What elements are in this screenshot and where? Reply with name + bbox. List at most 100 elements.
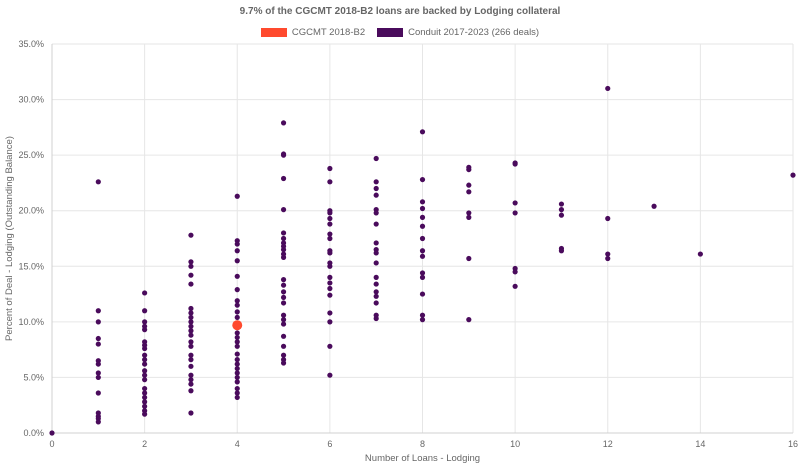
conduit-point	[188, 310, 194, 316]
conduit-point	[234, 193, 240, 199]
legend-item-conduit[interactable]: Conduit 2017-2023 (266 deals)	[377, 27, 539, 38]
conduit-point	[419, 248, 426, 254]
conduit-point	[466, 214, 472, 220]
conduit-point	[373, 315, 379, 322]
conduit-point	[95, 374, 101, 381]
conduit-point	[327, 372, 333, 378]
conduit-point	[466, 210, 472, 216]
conduit-point	[234, 273, 240, 279]
conduit-point	[605, 85, 611, 92]
conduit-point	[188, 319, 194, 325]
conduit-point	[142, 290, 148, 296]
conduit-point	[234, 330, 240, 336]
y-tick-label: 30.0%	[18, 95, 44, 105]
conduit-point	[188, 314, 194, 321]
conduit-point	[142, 308, 148, 314]
conduit-point	[188, 377, 194, 383]
conduit-point	[512, 269, 518, 275]
conduit-point	[373, 260, 379, 266]
conduit-point	[142, 377, 148, 383]
conduit-point	[558, 207, 565, 213]
conduit-point	[142, 327, 148, 333]
conduit-point	[234, 248, 240, 254]
conduit-point	[142, 394, 148, 401]
conduit-point	[188, 363, 194, 369]
legend-swatch-conduit	[377, 28, 404, 37]
conduit-point	[373, 300, 379, 306]
conduit-point	[234, 339, 240, 345]
conduit-point	[512, 161, 518, 167]
conduit-point	[188, 352, 194, 358]
x-tick-label: 2	[142, 439, 147, 449]
conduit-point	[280, 207, 287, 213]
conduit-point	[558, 212, 565, 218]
conduit-point	[188, 328, 194, 334]
conduit-point	[188, 323, 194, 329]
conduit-point	[419, 270, 426, 276]
y-axis-title: Percent of Deal - Lodging (Outstanding B…	[4, 136, 15, 341]
conduit-point	[280, 352, 287, 358]
conduit-point	[419, 253, 426, 259]
x-tick-label: 16	[788, 439, 798, 449]
conduit-point	[280, 277, 287, 283]
conduit-point	[327, 179, 333, 185]
conduit-point	[142, 390, 148, 396]
conduit-point	[234, 343, 240, 349]
conduit-point	[234, 287, 240, 293]
conduit-point	[605, 215, 611, 222]
chart-title: 9.7% of the CGCMT 2018-B2 loans are back…	[239, 6, 561, 17]
conduit-point	[188, 343, 194, 349]
conduit-point	[95, 341, 101, 347]
conduit-point	[280, 235, 287, 242]
conduit-point	[49, 430, 55, 436]
conduit-point	[466, 317, 472, 323]
x-tick-label: 0	[49, 439, 54, 449]
conduit-point	[327, 292, 333, 298]
conduit-point	[419, 274, 426, 280]
conduit-point	[280, 294, 287, 301]
conduit-point	[142, 399, 148, 405]
conduit-point	[327, 250, 333, 256]
conduit-point	[280, 312, 287, 318]
conduit-point	[280, 282, 287, 288]
conduit-point	[188, 357, 194, 363]
conduit-point	[234, 365, 240, 372]
conduit-point	[373, 240, 379, 246]
conduit-point	[234, 394, 240, 401]
conduit-point	[234, 379, 240, 385]
conduit-point	[234, 241, 240, 247]
conduit-point	[373, 274, 379, 280]
conduit-point	[280, 152, 287, 158]
conduit-point	[419, 312, 426, 318]
conduit-point	[373, 289, 379, 295]
conduit-point	[234, 390, 240, 396]
conduit-point	[142, 361, 148, 367]
conduit-point	[280, 300, 287, 306]
x-tick-label: 4	[235, 439, 240, 449]
conduit-point	[142, 411, 148, 417]
conduit-point	[188, 381, 194, 387]
conduit-point	[280, 175, 287, 182]
conduit-point	[234, 357, 240, 363]
conduit-point	[373, 179, 379, 185]
legend-swatch-cgcmt	[260, 28, 287, 37]
conduit-point	[419, 214, 426, 220]
conduit-point	[327, 274, 333, 280]
conduit-point	[188, 259, 194, 265]
legend-item-cgcmt[interactable]: CGCMT 2018-B2	[260, 27, 366, 38]
conduit-point	[327, 210, 333, 216]
y-tick-label: 10.0%	[18, 317, 44, 327]
conduit-point	[327, 343, 333, 349]
legend-label-cgcmt: CGCMT 2018-B2	[291, 27, 366, 38]
conduit-point	[95, 335, 101, 342]
conduit-point	[188, 339, 194, 345]
conduit-point	[234, 374, 240, 381]
conduit-point	[142, 319, 148, 325]
conduit-point	[234, 351, 240, 357]
x-tick-label: 12	[603, 439, 613, 449]
x-tick-label: 6	[327, 439, 332, 449]
conduit-point	[280, 120, 287, 126]
conduit-point	[188, 272, 194, 278]
conduit-point	[466, 255, 472, 262]
